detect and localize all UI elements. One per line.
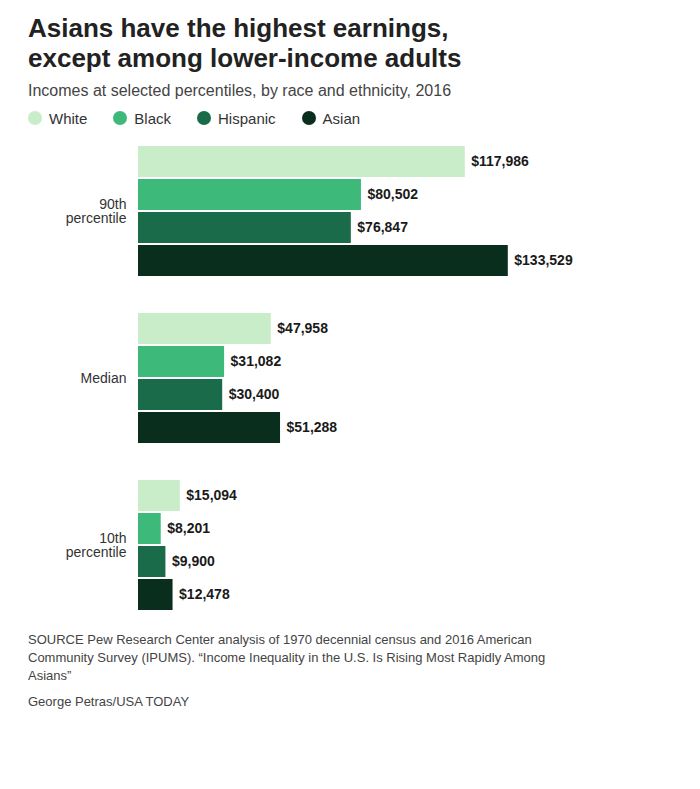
html-text:Asian: Asian xyxy=(322,109,361,127)
svg-text:$51,288: $51,288 xyxy=(287,419,338,435)
html-text:Hispanic: Hispanic xyxy=(218,109,276,127)
html-text:SOURCE Pew Research Center ana: SOURCE Pew Research Center analysis of 1… xyxy=(28,631,546,684)
svg-text:$80,502: $80,502 xyxy=(367,186,418,202)
svg-text:Median: Median xyxy=(81,370,127,386)
html-text:Incomes at selected percentile: Incomes at selected percentiles, by race… xyxy=(28,81,452,99)
svg-text:$76,847: $76,847 xyxy=(357,219,408,235)
svg-text:$15,094: $15,094 xyxy=(186,487,237,503)
svg-text:$8,201: $8,201 xyxy=(167,520,210,536)
svg-text:$30,400: $30,400 xyxy=(229,386,280,402)
svg-text:$31,082: $31,082 xyxy=(231,353,282,369)
html-text:White: White xyxy=(49,109,88,127)
svg-text:$133,529: $133,529 xyxy=(514,252,573,268)
html-text:Black: Black xyxy=(134,109,171,127)
svg-text:$12,478: $12,478 xyxy=(179,586,230,602)
svg-text:90thpercentile: 90thpercentile xyxy=(66,196,127,226)
html-text:Asians have the highest earnin: Asians have the highest earnings, except… xyxy=(28,13,462,73)
svg-text:$47,958: $47,958 xyxy=(277,320,328,336)
svg-text:$9,900: $9,900 xyxy=(172,553,215,569)
html-text:George Petras/USA TODAY: George Petras/USA TODAY xyxy=(28,694,190,710)
svg-text:$117,986: $117,986 xyxy=(471,153,529,169)
svg-text:10thpercentile: 10thpercentile xyxy=(66,530,127,560)
